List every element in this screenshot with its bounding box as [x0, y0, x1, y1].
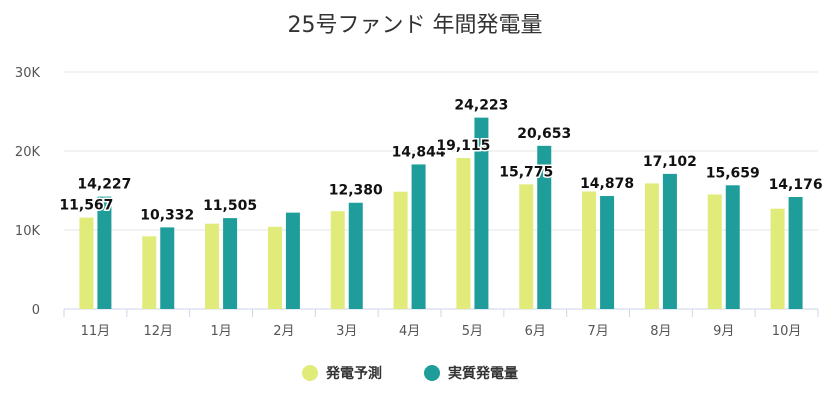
bars — [79, 117, 803, 309]
legend-label: 発電予測 — [325, 365, 382, 382]
bar-actual — [285, 212, 300, 309]
bar-forecast — [205, 223, 220, 309]
chart-title: 25号ファンド 年間発電量 — [288, 13, 543, 38]
x-tick-label: 6月 — [525, 324, 546, 339]
bar-forecast — [267, 226, 282, 309]
bar-actual — [223, 218, 238, 309]
x-tick-label: 4月 — [399, 324, 420, 339]
data-label: 17,102 — [643, 154, 697, 170]
data-label: 14,227 — [77, 177, 131, 193]
x-tick-label: 8月 — [650, 324, 671, 339]
bar-forecast — [393, 191, 408, 309]
data-label: 14,176 — [769, 177, 823, 193]
x-tick-label: 9月 — [713, 324, 734, 339]
legend-item-actual[interactable]: 実質発電量 — [424, 365, 518, 382]
bar-actual — [725, 185, 740, 309]
data-label: 20,653 — [517, 126, 571, 142]
x-tick-label: 10月 — [772, 324, 802, 339]
data-label: 15,775 — [499, 164, 553, 180]
x-tick-label: 12月 — [143, 324, 173, 339]
y-tick-label: 30K — [15, 66, 41, 81]
x-axis: 11月 12月 1月 2月 3月 4月 5月 6月 7月 8月 9月 10月 — [63, 309, 819, 339]
x-tick-label: 5月 — [462, 324, 483, 339]
bar-actual — [97, 196, 112, 309]
data-label: 10,332 — [140, 207, 194, 223]
bar-forecast — [644, 183, 659, 309]
legend: 発電予測 実質発電量 — [302, 365, 518, 382]
bar-actual — [474, 117, 489, 309]
bar-forecast — [582, 191, 597, 309]
bar-actual — [788, 197, 803, 309]
data-label: 11,505 — [203, 198, 257, 214]
bar-forecast — [707, 194, 722, 309]
bar-forecast — [330, 211, 345, 309]
data-label: 14,878 — [580, 176, 634, 192]
data-label: 19,115 — [436, 138, 490, 154]
bar-actual — [662, 173, 677, 309]
x-tick-label: 1月 — [210, 324, 231, 339]
y-tick-label: 10K — [15, 224, 41, 239]
bar-forecast — [770, 208, 785, 309]
x-tick-label: 2月 — [273, 324, 294, 339]
bar-actual — [411, 164, 426, 309]
y-tick-label: 20K — [15, 145, 41, 160]
x-tick-label: 11月 — [81, 324, 111, 339]
data-label: 15,659 — [706, 165, 760, 181]
data-label: 11,567 — [59, 198, 113, 214]
bar-forecast — [79, 217, 94, 309]
bar-forecast — [456, 157, 471, 309]
data-label: 12,380 — [329, 183, 383, 199]
bar-actual — [600, 196, 615, 309]
legend-item-forecast[interactable]: 発電予測 — [302, 365, 382, 382]
legend-marker — [302, 365, 318, 381]
bar-actual — [348, 202, 363, 309]
data-label: 24,223 — [454, 98, 508, 114]
legend-label: 実質発電量 — [448, 365, 518, 382]
y-tick-label: 0 — [32, 303, 40, 318]
data-labels: 11,567 14,227 10,332 11,505 12,380 14,84419,1… — [58, 96, 824, 225]
bar-actual — [160, 227, 175, 309]
legend-marker — [424, 365, 440, 381]
bar-forecast — [519, 184, 534, 309]
bar-actual — [537, 145, 552, 309]
x-tick-label: 3月 — [336, 324, 357, 339]
bar-forecast — [142, 236, 157, 309]
x-tick-label: 7月 — [587, 324, 608, 339]
data-label: 14,844 — [392, 144, 446, 160]
